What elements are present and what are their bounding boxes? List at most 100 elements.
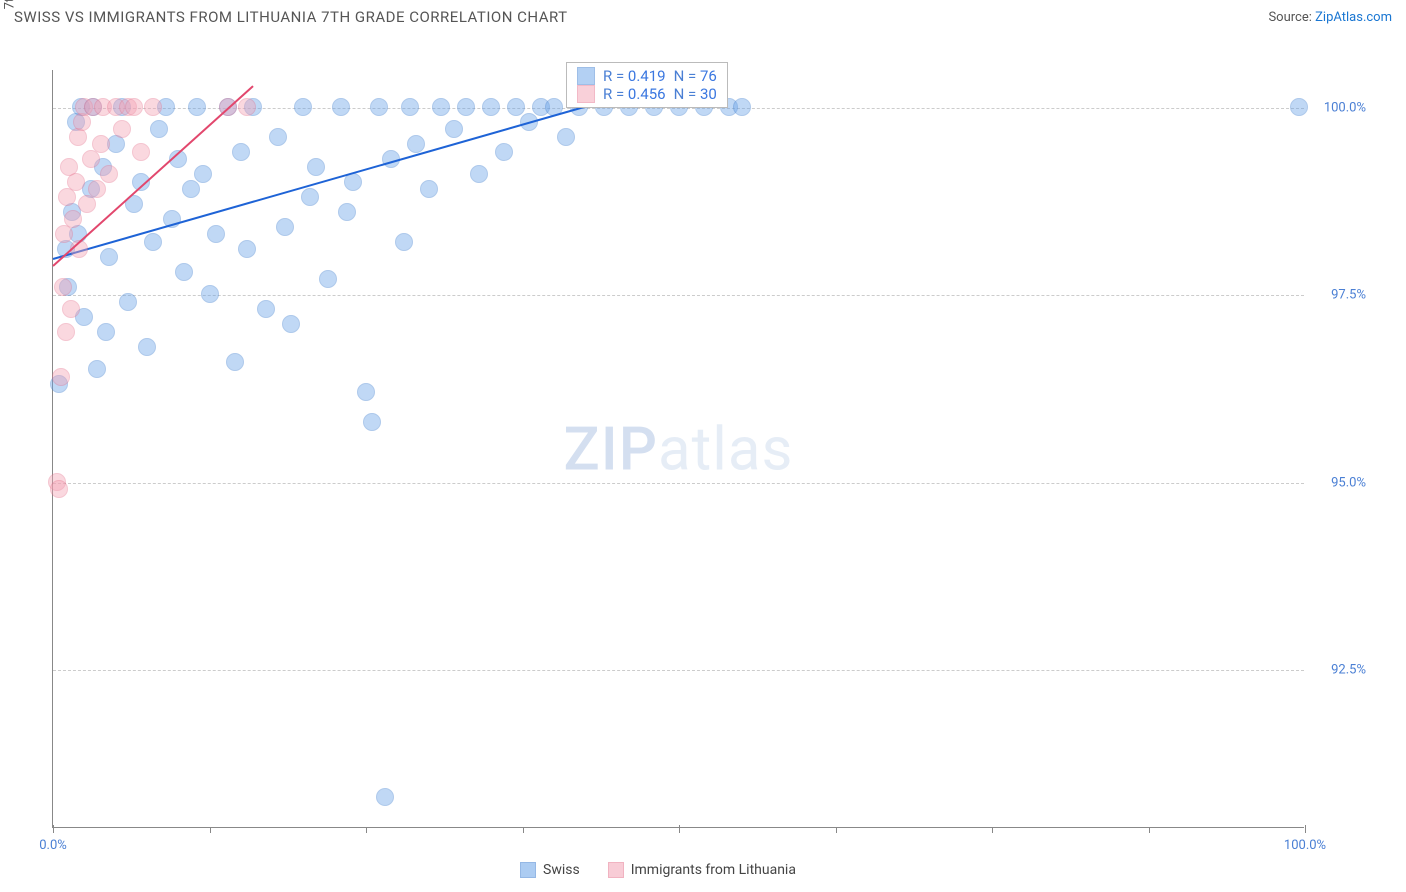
data-point	[188, 98, 206, 116]
data-point	[119, 293, 137, 311]
legend-item: Immigrants from Lithuania	[608, 862, 796, 878]
data-point	[232, 143, 250, 161]
data-point	[82, 150, 100, 168]
data-point	[276, 218, 294, 236]
legend-stat-n: N = 76	[674, 67, 717, 85]
data-point	[301, 188, 319, 206]
data-point	[432, 98, 450, 116]
data-point	[294, 98, 312, 116]
x-tick-label: 100.0%	[1284, 838, 1326, 853]
data-point	[238, 240, 256, 258]
legend-stat-r: R = 0.419	[603, 67, 666, 85]
data-point	[64, 210, 82, 228]
legend-label: Swiss	[543, 862, 580, 878]
source-label: Source:	[1268, 10, 1311, 25]
watermark-part1: ZIP	[564, 413, 658, 484]
data-point	[357, 383, 375, 401]
source-link[interactable]: ZipAtlas.com	[1315, 10, 1392, 25]
data-point	[733, 98, 751, 116]
data-point	[97, 323, 115, 341]
data-point	[201, 285, 219, 303]
watermark: ZIPatlas	[564, 413, 794, 484]
data-point	[50, 480, 68, 498]
data-point	[144, 233, 162, 251]
y-tick-label: 100.0%	[1324, 100, 1366, 115]
y-tick-label: 95.0%	[1331, 475, 1366, 490]
data-point	[88, 360, 106, 378]
data-point	[144, 98, 162, 116]
data-point	[182, 180, 200, 198]
data-point	[69, 128, 87, 146]
gridline	[53, 483, 1304, 484]
data-point	[100, 248, 118, 266]
data-point	[307, 158, 325, 176]
data-point	[319, 270, 337, 288]
data-point	[62, 300, 80, 318]
data-point	[470, 165, 488, 183]
data-point	[257, 300, 275, 318]
data-point	[138, 338, 156, 356]
legend-label: Immigrants from Lithuania	[631, 862, 796, 878]
legend-swatch	[520, 862, 536, 878]
y-axis-label: 7th Grade	[3, 0, 18, 9]
source-attribution: Source: ZipAtlas.com	[1268, 10, 1392, 25]
data-point	[507, 98, 525, 116]
legend-swatch	[608, 862, 624, 878]
data-point	[407, 135, 425, 153]
data-point	[376, 788, 394, 806]
gridline	[53, 670, 1304, 671]
stats-legend-row: R = 0.456 N = 30	[577, 85, 717, 103]
data-point	[482, 98, 500, 116]
data-point	[100, 165, 118, 183]
x-tick	[1305, 825, 1306, 833]
x-tick	[1149, 828, 1150, 833]
data-point	[420, 180, 438, 198]
data-point	[92, 135, 110, 153]
x-tick	[366, 828, 367, 833]
data-point	[332, 98, 350, 116]
data-point	[175, 263, 193, 281]
data-point	[363, 413, 381, 431]
data-point	[125, 98, 143, 116]
data-point	[54, 278, 72, 296]
x-tick	[836, 828, 837, 833]
legend-swatch	[577, 67, 595, 85]
data-point	[370, 98, 388, 116]
data-point	[57, 323, 75, 341]
data-point	[495, 143, 513, 161]
series-legend: Swiss Immigrants from Lithuania	[520, 862, 796, 878]
data-point	[557, 128, 575, 146]
y-tick-label: 92.5%	[1331, 663, 1366, 678]
legend-item: Swiss	[520, 862, 580, 878]
x-tick	[992, 828, 993, 833]
data-point	[67, 173, 85, 191]
plot-area: ZIPatlas 92.5%95.0%97.5%100.0%0.0%100.0%	[52, 70, 1304, 828]
x-tick	[679, 825, 680, 833]
data-point	[78, 195, 96, 213]
data-point	[52, 368, 70, 386]
data-point	[338, 203, 356, 221]
data-point	[194, 165, 212, 183]
data-point	[132, 143, 150, 161]
data-point	[457, 98, 475, 116]
data-point	[150, 120, 168, 138]
y-tick-label: 97.5%	[1331, 288, 1366, 303]
stats-legend-row: R = 0.419 N = 76	[577, 67, 717, 85]
stats-legend-box: R = 0.419 N = 76 R = 0.456 N = 30	[566, 62, 728, 108]
data-point	[238, 98, 256, 116]
legend-swatch	[577, 85, 595, 103]
x-tick	[523, 828, 524, 833]
data-point	[207, 225, 225, 243]
legend-stat-n: N = 30	[674, 85, 717, 103]
data-point	[282, 315, 300, 333]
data-point	[395, 233, 413, 251]
data-point	[401, 98, 419, 116]
gridline	[53, 295, 1304, 296]
legend-stat-r: R = 0.456	[603, 85, 666, 103]
data-point	[113, 120, 131, 138]
x-tick-label: 0.0%	[39, 838, 67, 853]
watermark-part2: atlas	[658, 413, 793, 484]
x-tick	[210, 828, 211, 833]
x-tick	[53, 825, 54, 833]
data-point	[226, 353, 244, 371]
